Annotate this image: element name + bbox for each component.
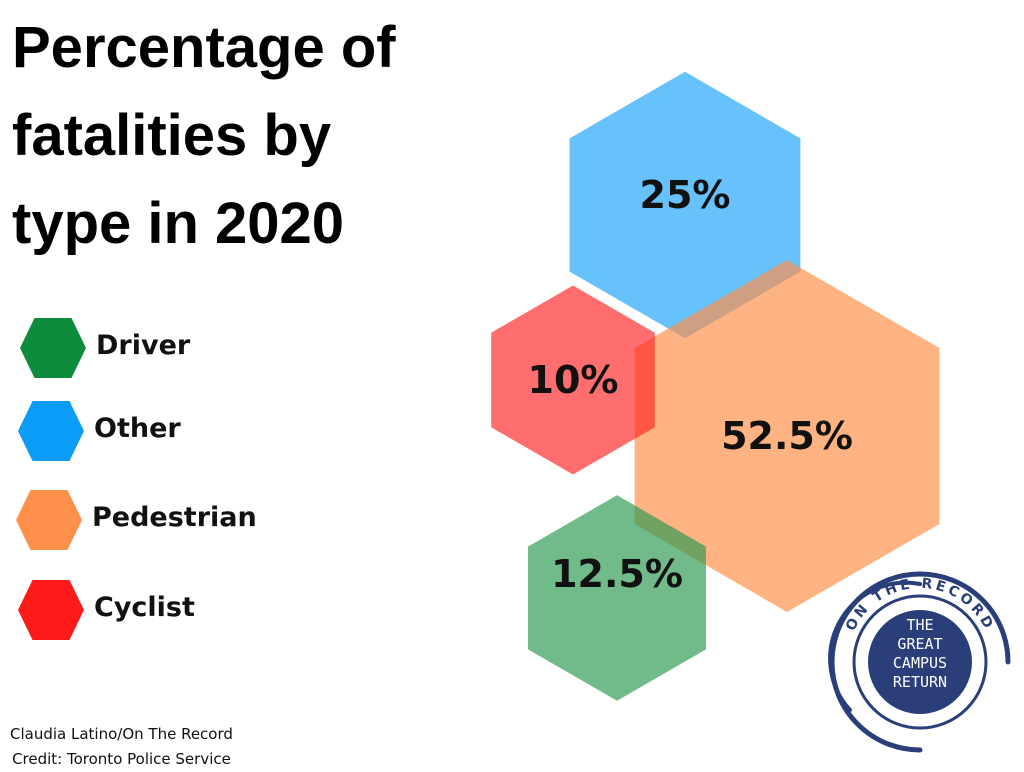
chart-title: Percentage of fatalities by type in 2020 [12,4,492,268]
legend-swatch [18,401,84,461]
hexagon-cyclist [491,285,655,475]
title-line: Percentage of [12,15,396,80]
legend-label: Pedestrian [92,502,257,533]
logo-center-line: GREAT [897,635,942,653]
hexagon-driver [528,495,706,701]
title-line: type in 2020 [12,191,345,256]
author-credit: Claudia Latino/On The Record [10,725,233,743]
data-label-cyclist: 10% [528,358,619,402]
data-label-driver: 12.5% [551,552,683,596]
legend-swatch [18,580,84,640]
legend-swatch [16,490,82,550]
title-line: fatalities by [12,103,332,168]
source-credit: Credit: Toronto Police Service [12,750,231,768]
legend-label: Other [94,413,181,444]
logo-center-line: CAMPUS [893,654,947,672]
logo-center-line: THE [906,616,933,634]
hexagon-pedestrian [634,260,940,612]
legend-label: Driver [96,330,191,361]
logo-spiral-rings [828,571,1011,753]
logo-center-line: RETURN [893,673,947,691]
data-label-other: 25% [640,173,731,217]
data-label-pedestrian: 52.5% [721,414,853,458]
legend: Driver Other Pedestrian Cyclist [0,0,300,768]
legend-swatch [20,318,86,378]
legend-label: Cyclist [94,592,195,623]
hexagon-other [569,71,801,339]
credit-block: Claudia Latino/On The Record Credit: Tor… [10,722,233,772]
